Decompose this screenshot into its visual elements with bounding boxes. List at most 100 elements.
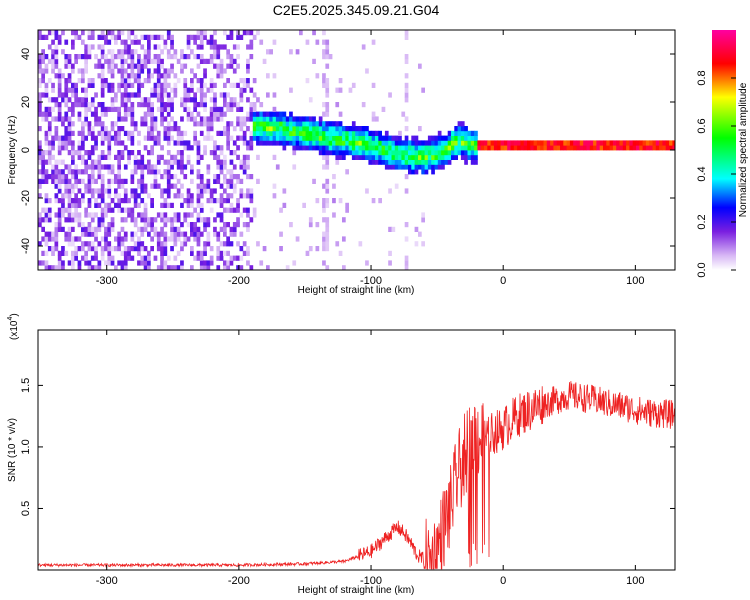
spectrogram-cell [110, 82, 115, 88]
spectrogram-cell [203, 34, 207, 40]
spectrogram-cell [163, 231, 168, 237]
spectrogram-cell [361, 154, 366, 160]
spectrogram-cell [312, 116, 316, 122]
spectrogram-cell [140, 58, 145, 64]
spectrogram-cell [41, 174, 45, 180]
spectrogram-cell [114, 34, 118, 40]
spectrogram-cell [672, 145, 675, 151]
spectrogram-cell [536, 140, 541, 146]
spectrogram-cell [117, 198, 121, 204]
spectrogram-cell [107, 39, 112, 45]
spectrogram-cell [163, 130, 168, 136]
spectrogram-cell [117, 34, 121, 40]
spectrogram-cell [67, 97, 72, 103]
spectrogram-cell [190, 265, 194, 270]
spectrogram-cell [140, 246, 145, 252]
spectrogram-cell [256, 140, 260, 146]
spectrogram-cell [170, 183, 174, 189]
spectrogram-cell [229, 54, 234, 60]
spectrogram-cell [484, 140, 488, 146]
spectrogram-cell [325, 236, 330, 242]
spectrogram-cell [239, 87, 244, 93]
spectrogram-cell [47, 154, 52, 160]
spectrogram-cell [272, 193, 277, 199]
spectrogram-cell [140, 44, 145, 50]
spectrogram-cell [375, 150, 379, 156]
spectrogram-cell [226, 236, 230, 242]
spectrogram-cell [249, 135, 254, 141]
spectrogram-cell [460, 126, 465, 132]
spectrogram-cell [84, 260, 88, 266]
spectrogram-cell [345, 140, 349, 146]
spectrogram-cell [388, 226, 392, 232]
spectrogram-cell [295, 140, 300, 146]
spectrogram-cell [74, 207, 78, 213]
spectrogram-cell [355, 130, 359, 136]
spectrogram-cell [107, 231, 112, 237]
spectrogram-cell [176, 126, 181, 132]
spectrogram-cell [457, 130, 462, 136]
spectrogram-cell [219, 183, 224, 189]
spectrogram-cell [173, 49, 178, 55]
spectrogram-cell [325, 121, 330, 127]
spectrogram-cell [272, 39, 277, 45]
spectrogram-cell [170, 126, 174, 132]
spectrogram-cell [51, 54, 55, 60]
spectrogram-cell [338, 87, 343, 93]
spectrogram-cell [312, 145, 316, 151]
spectrogram-cell [90, 212, 95, 218]
spectrogram-cell [322, 231, 326, 237]
spectrogram-cell [246, 154, 250, 160]
spectrogram-cell [84, 212, 88, 218]
spectrogram-cell [150, 164, 154, 170]
spectrogram-cell [130, 130, 135, 136]
spectrogram-cell [199, 39, 204, 45]
spectrogram-cell [371, 154, 376, 160]
spectrogram-cell [292, 130, 297, 136]
spectrogram-cell [71, 63, 75, 69]
spectrogram-cell [394, 150, 399, 156]
spectrogram-cell [67, 73, 72, 79]
spectrogram-cell [54, 241, 59, 247]
spectrogram-cell [133, 126, 138, 132]
spectrogram-cell [81, 126, 85, 132]
spectrogram-cell [123, 106, 128, 112]
spectrogram-cell [51, 265, 55, 270]
spectrogram-cell [67, 106, 72, 112]
spectrogram-cell [77, 111, 82, 117]
spectrogram-cell [431, 154, 435, 160]
spectrogram-cell [216, 231, 221, 237]
spectrogram-cell [236, 44, 240, 50]
spectrogram-cell [434, 164, 439, 170]
spectrogram-cell [77, 102, 82, 108]
spectrogram-cell [246, 222, 250, 228]
spectrogram-cell [147, 111, 151, 117]
spectrogram-cell [107, 154, 112, 160]
spectrogram-cell [203, 145, 207, 151]
spectrogram-cell [566, 140, 571, 146]
spectrogram-cell [130, 188, 135, 194]
spectrogram-cell [127, 207, 131, 213]
spectrogram-cell [186, 202, 191, 208]
spectrogram-cell [196, 255, 201, 261]
spectrogram-cell [41, 178, 45, 184]
spectrogram-cell [110, 135, 115, 141]
spectrogram-cell [669, 140, 673, 146]
spectrogram-cell [322, 207, 326, 213]
spectrogram-cell [180, 246, 184, 252]
spectrogram-cell [160, 49, 164, 55]
spectrogram-cell [299, 116, 303, 122]
spectrogram-cell [100, 178, 105, 184]
spectrogram-cell [252, 207, 257, 213]
spectrogram-cell [322, 73, 326, 79]
spectrogram-cell [163, 222, 168, 228]
spectrogram-cell [41, 78, 45, 84]
spectrogram-cell [140, 102, 145, 108]
spectrogram-cell [256, 97, 260, 103]
spectrogram-cell [57, 169, 62, 175]
spectrogram-cell [282, 126, 287, 132]
spectrogram-cell [81, 135, 85, 141]
spectrogram-cell [94, 92, 98, 98]
spectrogram-cell [57, 212, 62, 218]
spectrogram-cell [44, 82, 49, 88]
